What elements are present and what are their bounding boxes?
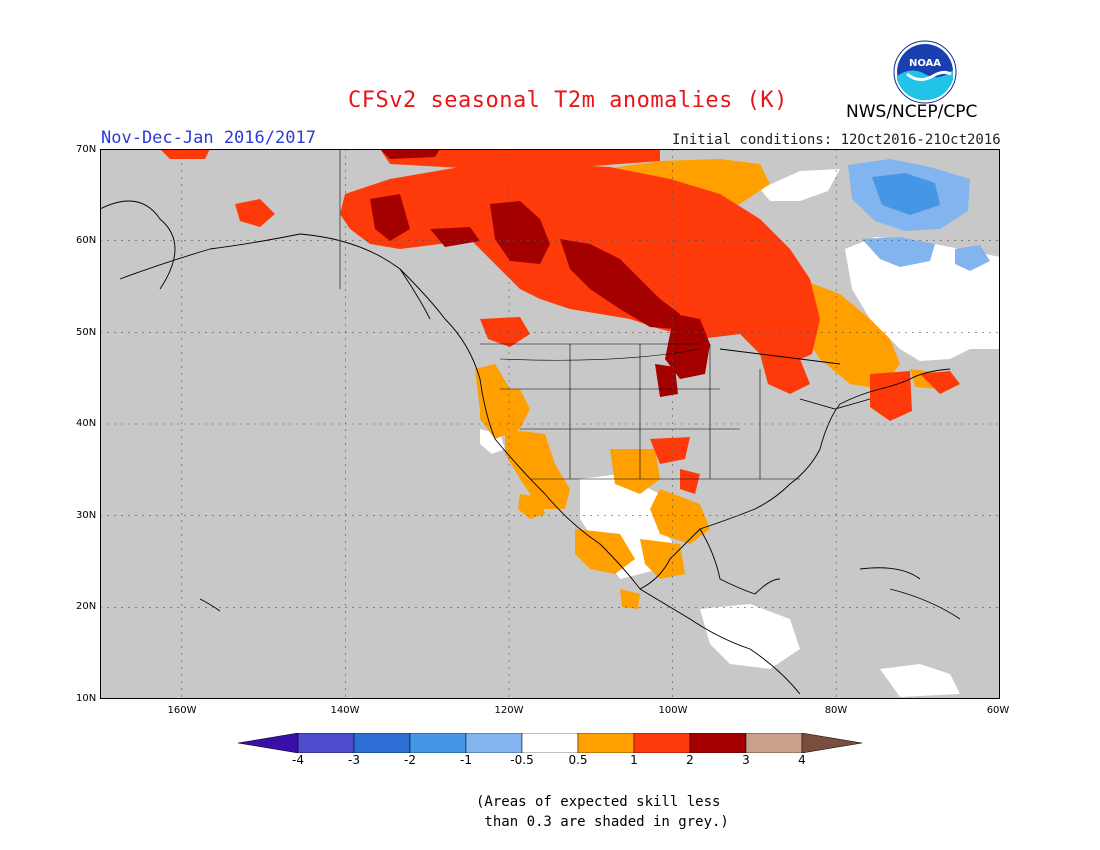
map-gridlines xyxy=(100,149,1000,699)
colorbar-tick: 1 xyxy=(630,753,638,767)
colorbar-tick: 0.5 xyxy=(568,753,588,767)
skill-note-line-1: (Areas of expected skill less xyxy=(476,794,721,810)
lon-label-120w: 120W xyxy=(494,705,524,716)
logo-text: NOAA xyxy=(909,58,941,69)
colorbar-segment xyxy=(521,733,579,753)
lon-label-80w: 80W xyxy=(824,705,848,716)
colorbar-segment xyxy=(409,733,467,753)
political-boundaries xyxy=(339,149,800,480)
anomaly-map xyxy=(100,149,1000,699)
lat-label-50n: 50N xyxy=(76,327,97,338)
colorbar-segment xyxy=(801,733,862,753)
lon-label-160w: 160W xyxy=(167,705,197,716)
lon-label-140w: 140W xyxy=(330,705,360,716)
lat-label-40n: 40N xyxy=(76,418,97,429)
lon-label-100w: 100W xyxy=(658,705,688,716)
organization-label: NWS/NCEP/CPC xyxy=(846,102,978,122)
noaa-logo-icon: NOAA xyxy=(893,40,957,104)
chart-title: CFSv2 seasonal T2m anomalies (K) xyxy=(348,88,788,113)
colorbar-tick: -1 xyxy=(460,753,472,767)
colorbar-segment xyxy=(745,733,803,753)
colorbar-segment xyxy=(577,733,635,753)
lon-label-60w: 60W xyxy=(986,705,1010,716)
colorbar-segment xyxy=(633,733,691,753)
cool-regions xyxy=(848,159,990,271)
skill-note-line-2: than 0.3 are shaded in grey.) xyxy=(476,814,729,830)
lat-label-30n: 30N xyxy=(76,510,97,521)
map-frame xyxy=(100,149,1000,699)
forecast-period: Nov-Dec-Jan 2016/2017 xyxy=(101,128,316,148)
warm-2-3-regions xyxy=(370,149,710,397)
colorbar-segment xyxy=(353,733,411,753)
colorbar-tick: -0.5 xyxy=(510,753,534,767)
colorbar-segment xyxy=(297,733,355,753)
colorbar-tick: 4 xyxy=(798,753,806,767)
colorbar-tick: 2 xyxy=(686,753,694,767)
initial-conditions: Initial conditions: 12Oct2016-21Oct2016 xyxy=(672,132,1001,148)
lat-label-20n: 20N xyxy=(76,601,97,612)
colorbar xyxy=(238,733,862,753)
colorbar-segment xyxy=(465,733,523,753)
colorbar-tick: -3 xyxy=(348,753,360,767)
colorbar-tick: -4 xyxy=(292,753,304,767)
colorbar-tick: -2 xyxy=(404,753,416,767)
lat-label-60n: 60N xyxy=(76,235,97,246)
coastlines xyxy=(100,200,961,695)
skill-note: (Areas of expected skill less than 0.3 a… xyxy=(476,792,729,832)
colorbar-segment xyxy=(238,733,299,753)
lat-label-10n: 10N xyxy=(76,693,97,704)
colorbar-tick: 3 xyxy=(742,753,750,767)
colorbar-segment xyxy=(689,733,747,753)
lat-label-70n: 70N xyxy=(76,144,97,155)
